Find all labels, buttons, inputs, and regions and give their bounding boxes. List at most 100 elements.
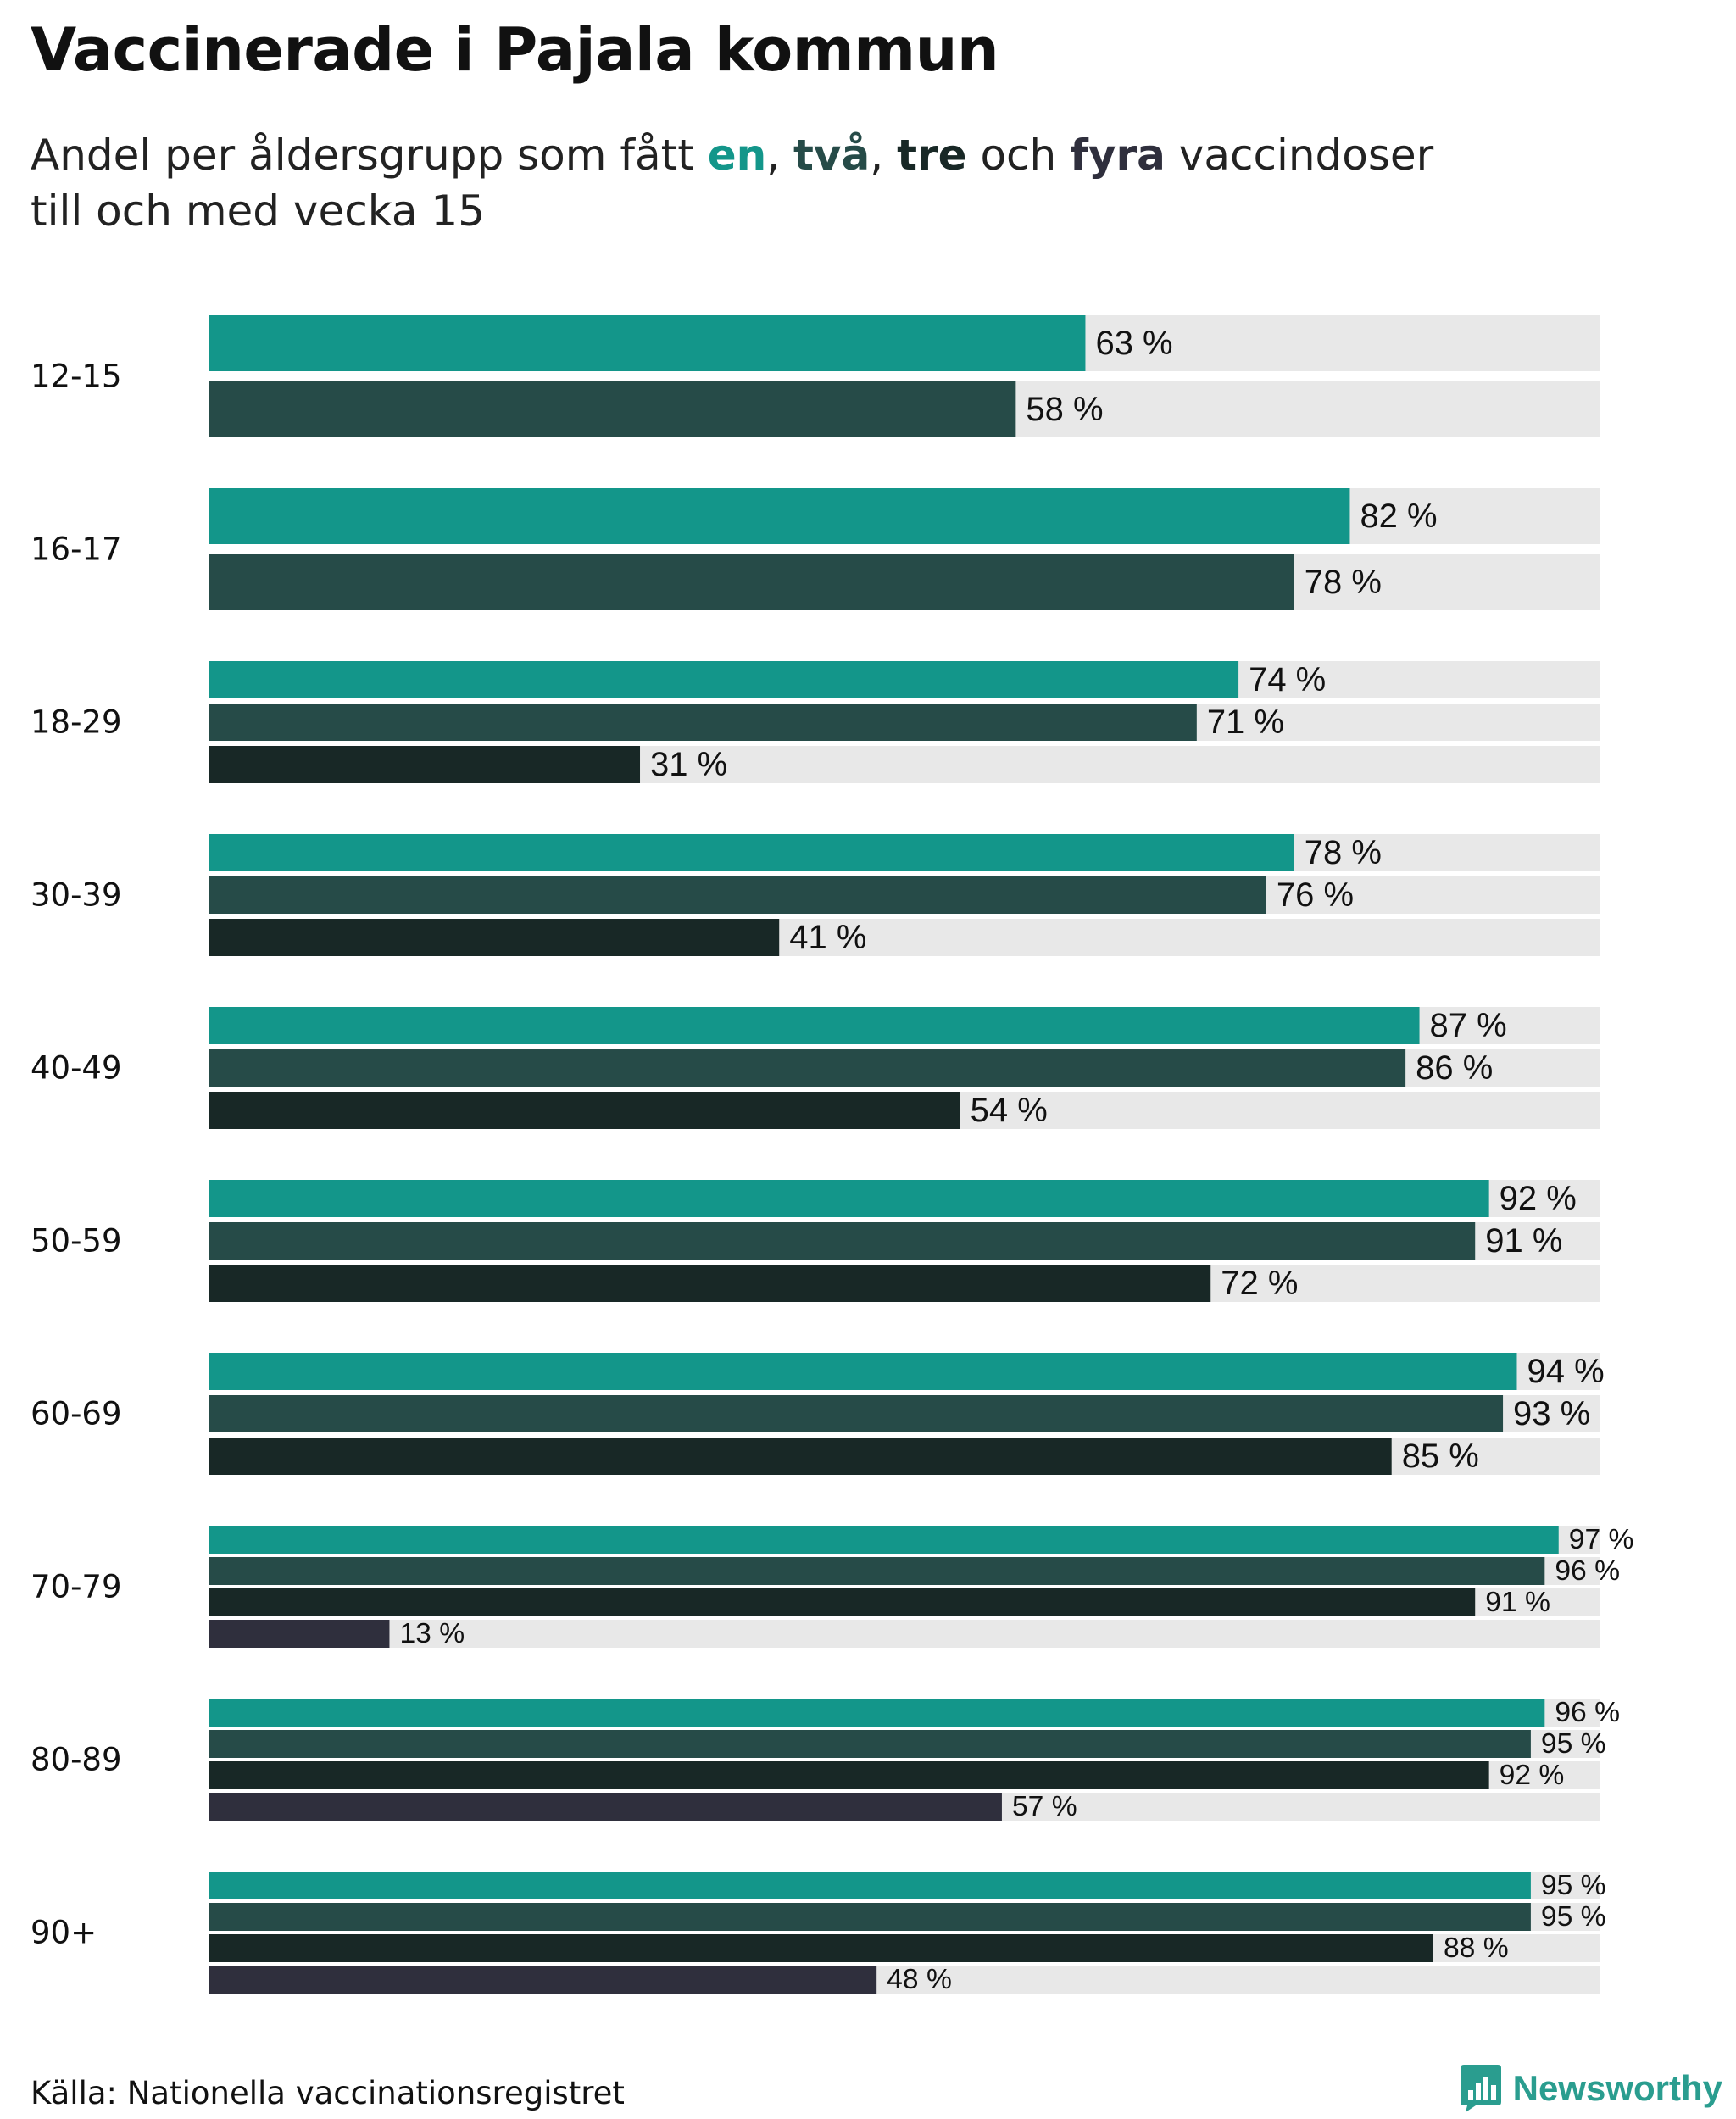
data-label: 95 % (1541, 1901, 1606, 1933)
chart-title: Vaccinerade i Pajala kommun (31, 15, 999, 85)
bar-två (209, 1557, 1545, 1585)
data-label: 58 % (1026, 391, 1103, 428)
data-label: 54 % (971, 1092, 1048, 1129)
bar-fyra (209, 1966, 877, 1994)
category-label: 30-39 (31, 877, 122, 914)
bar-två (209, 381, 1016, 437)
data-label: 87 % (1430, 1007, 1507, 1044)
category-label: 90+ (31, 1915, 97, 1951)
brand-logo: Newsworthy (1460, 2065, 1722, 2112)
bar-två (209, 704, 1197, 741)
subtitle-line-2: till och med vecka 15 (31, 186, 486, 236)
subtitle-separator: och (966, 131, 1071, 180)
bar-en (209, 1872, 1531, 1899)
data-label: 57 % (1012, 1791, 1077, 1822)
bar-tre (209, 1438, 1392, 1475)
bar-en (209, 1526, 1559, 1554)
data-label: 71 % (1207, 704, 1284, 741)
data-label: 78 % (1305, 834, 1382, 871)
bar-en (209, 315, 1086, 371)
category-label: 70-79 (31, 1569, 122, 1605)
category-label: 60-69 (31, 1396, 122, 1432)
bar-en (209, 488, 1350, 544)
bar-två (209, 876, 1266, 914)
bar-fyra (209, 1793, 1002, 1821)
bar-två (209, 1049, 1406, 1087)
chart-subtitle: Andel per åldersgrupp som fått en, två, … (31, 127, 1433, 239)
category-label: 18-29 (31, 704, 122, 741)
category-label: 80-89 (31, 1742, 122, 1778)
data-label: 92 % (1500, 1180, 1577, 1217)
data-label: 78 % (1305, 564, 1382, 601)
bar-en (209, 1180, 1489, 1217)
data-label: 96 % (1555, 1697, 1620, 1728)
bar-group-50-59: 50-59 92 % 91 % 72 % (31, 1180, 1600, 1302)
bar-en (209, 1699, 1545, 1727)
data-label: 85 % (1402, 1438, 1479, 1475)
data-label: 96 % (1555, 1555, 1620, 1587)
data-label: 95 % (1541, 1728, 1606, 1760)
bar-group-90+: 90+ 95 %95 % 88 % 48 % (31, 1870, 1606, 1995)
data-label: 31 % (650, 746, 727, 783)
data-label: 91 % (1485, 1587, 1550, 1618)
data-label: 63 % (1095, 325, 1172, 362)
category-label: 40-49 (31, 1050, 122, 1087)
bar-tre (209, 1761, 1489, 1789)
legend-dose-1: en (707, 131, 767, 180)
subtitle-suffix: vaccindoser (1165, 131, 1434, 180)
bar-tre (209, 1934, 1433, 1962)
bar-två (209, 1730, 1531, 1758)
bar-track (209, 1620, 1600, 1648)
subtitle-separator: , (766, 131, 794, 180)
legend-dose-2: två (793, 131, 871, 180)
data-label: 88 % (1444, 1933, 1509, 1964)
source-note: Källa: Nationella vaccinationsregistret (31, 2075, 625, 2111)
bar-tre (209, 1265, 1211, 1302)
bar-två (209, 554, 1294, 610)
bar-en (209, 834, 1294, 871)
bar-group-80-89: 80-89 96 %95 %92 % 57 % (31, 1697, 1620, 1822)
data-label: 91 % (1485, 1222, 1562, 1260)
data-label: 92 % (1500, 1760, 1565, 1791)
legend-dose-3: tre (897, 131, 967, 180)
bar-en (209, 1007, 1420, 1044)
bar-group-40-49: 40-49 87 % 86 % 54 % (31, 1007, 1600, 1129)
bar-tre (209, 746, 641, 783)
data-label: 74 % (1249, 661, 1326, 698)
bar-group-60-69: 60-69 94 % 93 % 85 % (31, 1353, 1605, 1475)
bar-group-70-79: 70-79 97 %96 %91 % 13 % (31, 1524, 1633, 1649)
bar-fyra (209, 1620, 390, 1648)
bar-tre (209, 1588, 1476, 1616)
bar-en (209, 1353, 1517, 1390)
subtitle-separator: , (870, 131, 898, 180)
data-label: 86 % (1416, 1049, 1493, 1087)
bar-group-12-15: 12-15 63 % 58 % (31, 315, 1600, 437)
data-label: 76 % (1277, 876, 1354, 914)
bar-group-16-17: 16-17 82 % 78 % (31, 488, 1600, 610)
bar-två (209, 1395, 1504, 1432)
data-label: 13 % (399, 1618, 465, 1649)
category-label: 12-15 (31, 359, 122, 395)
brand-name: Newsworthy (1512, 2068, 1722, 2108)
bar-en (209, 661, 1239, 698)
data-label: 93 % (1513, 1395, 1590, 1432)
bar-tre (209, 1092, 960, 1129)
bar-två (209, 1903, 1531, 1931)
bar-group-30-39: 30-39 78 % 76 % 41 % (31, 834, 1600, 956)
category-label: 16-17 (31, 531, 122, 568)
data-label: 82 % (1360, 498, 1437, 535)
data-label: 72 % (1221, 1265, 1298, 1302)
data-label: 97 % (1569, 1524, 1634, 1555)
category-label: 50-59 (31, 1223, 122, 1260)
bar-två (209, 1222, 1476, 1260)
data-label: 41 % (789, 919, 866, 956)
newsworthy-logo-icon (1460, 2065, 1501, 2112)
bar-group-18-29: 18-29 74 % 71 % 31 % (31, 661, 1600, 783)
bar-tre (209, 919, 780, 956)
data-label: 94 % (1527, 1353, 1604, 1390)
subtitle-prefix: Andel per åldersgrupp som fått (31, 131, 708, 180)
data-label: 95 % (1541, 1870, 1606, 1901)
legend-dose-4: fyra (1070, 131, 1166, 180)
data-label: 48 % (887, 1964, 952, 1995)
